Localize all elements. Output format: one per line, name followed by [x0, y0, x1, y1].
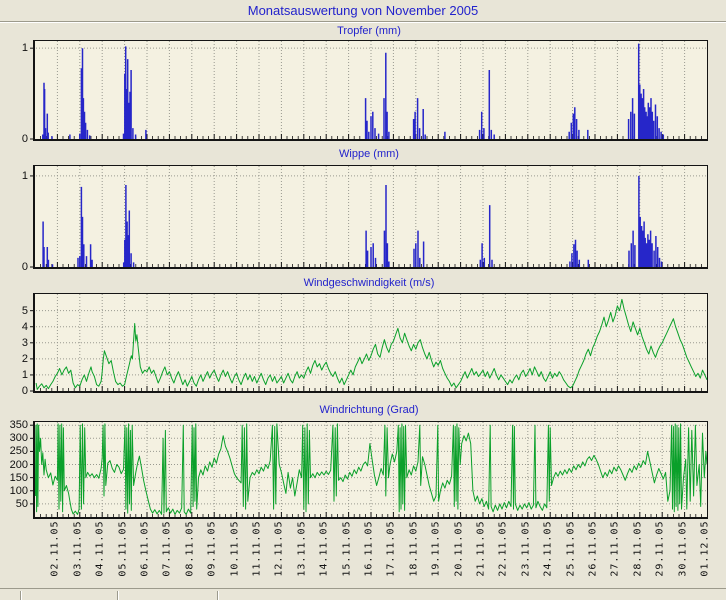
y-tick-label: 200 — [9, 458, 28, 471]
y-tick-label: 1 — [21, 42, 28, 55]
x-tick-label: 29.11.05 — [654, 520, 666, 577]
x-tick-label: 10.11.05 — [229, 520, 241, 577]
chart-plot-1 — [30, 165, 708, 269]
x-tick-label: 15.11.05 — [341, 520, 353, 577]
y-tick-label: 0 — [21, 385, 28, 397]
y-tick-label: 250 — [9, 445, 28, 458]
x-tick-label: 16.11.05 — [363, 520, 375, 577]
statusbar-divider — [117, 591, 119, 600]
x-tick-label: 18.11.05 — [408, 520, 420, 577]
y-tick-label: 0 — [21, 261, 28, 273]
x-tick-label: 27.11.05 — [609, 520, 621, 577]
x-tick-label: 12.11.05 — [273, 520, 285, 577]
y-tick-label: 5 — [21, 304, 28, 317]
title-separator — [0, 21, 726, 23]
y-tick-label: 0 — [21, 133, 28, 145]
y-tick-label: 1 — [21, 169, 28, 182]
y-tick-label: 3 — [21, 336, 28, 349]
y-tick-label: 50 — [15, 497, 28, 510]
x-tick-label: 13.11.05 — [296, 520, 308, 577]
x-tick-label: 07.11.05 — [161, 520, 173, 577]
x-tick-label: 30.11.05 — [677, 520, 689, 577]
chart-title-tropfer: Tropfer (mm) — [337, 25, 401, 37]
x-tick-label: 17.11.05 — [385, 520, 397, 577]
y-tick-label: 2 — [21, 352, 28, 365]
x-tick-label: 21.11.05 — [475, 520, 487, 577]
x-tick-label: 26.11.05 — [587, 520, 599, 577]
x-tick-label: 19.11.05 — [430, 520, 442, 577]
y-tick-label: 350 — [9, 419, 28, 432]
page-title: Monatsauswertung von November 2005 — [247, 3, 479, 18]
y-tick-label: 4 — [21, 320, 28, 333]
x-tick-label: 08.11.05 — [184, 520, 196, 577]
x-tick-label: 22.11.05 — [497, 520, 509, 577]
y-tick-label: 150 — [9, 471, 28, 484]
chart-plot-3 — [30, 421, 708, 519]
x-tick-label: 03.11.05 — [72, 520, 84, 577]
y-tick-label: 100 — [9, 484, 28, 497]
statusbar-divider — [20, 591, 22, 600]
x-tick-label: 14.11.05 — [318, 520, 330, 577]
statusbar-divider — [217, 591, 219, 600]
chart-plot-0 — [30, 40, 708, 141]
x-tick-label: 06.11.05 — [139, 520, 151, 577]
status-bar — [0, 588, 726, 600]
x-tick-label: 23.11.05 — [520, 520, 532, 577]
x-tick-label: 25.11.05 — [565, 520, 577, 577]
x-tick-label: 24.11.05 — [542, 520, 554, 577]
y-tick-label: 1 — [21, 368, 28, 381]
x-tick-label: 02.11.05 — [49, 520, 61, 577]
x-tick-label: 28.11.05 — [632, 520, 644, 577]
chart-plot-2 — [30, 293, 708, 393]
chart-title-wippe: Wippe (mm) — [339, 148, 399, 160]
y-tick-label: 300 — [9, 432, 28, 445]
x-tick-label: 01.12.05 — [699, 520, 711, 577]
chart-title-windrichtung: Windrichtung (Grad) — [319, 404, 419, 416]
x-tick-label: 11.11.05 — [251, 520, 263, 577]
chart-title-windgeschwindigkeit: Windgeschwindigkeit (m/s) — [303, 277, 435, 289]
x-tick-label: 20.11.05 — [453, 520, 465, 577]
x-tick-label: 05.11.05 — [117, 520, 129, 577]
x-tick-label: 04.11.05 — [94, 520, 106, 577]
x-tick-label: 09.11.05 — [206, 520, 218, 577]
